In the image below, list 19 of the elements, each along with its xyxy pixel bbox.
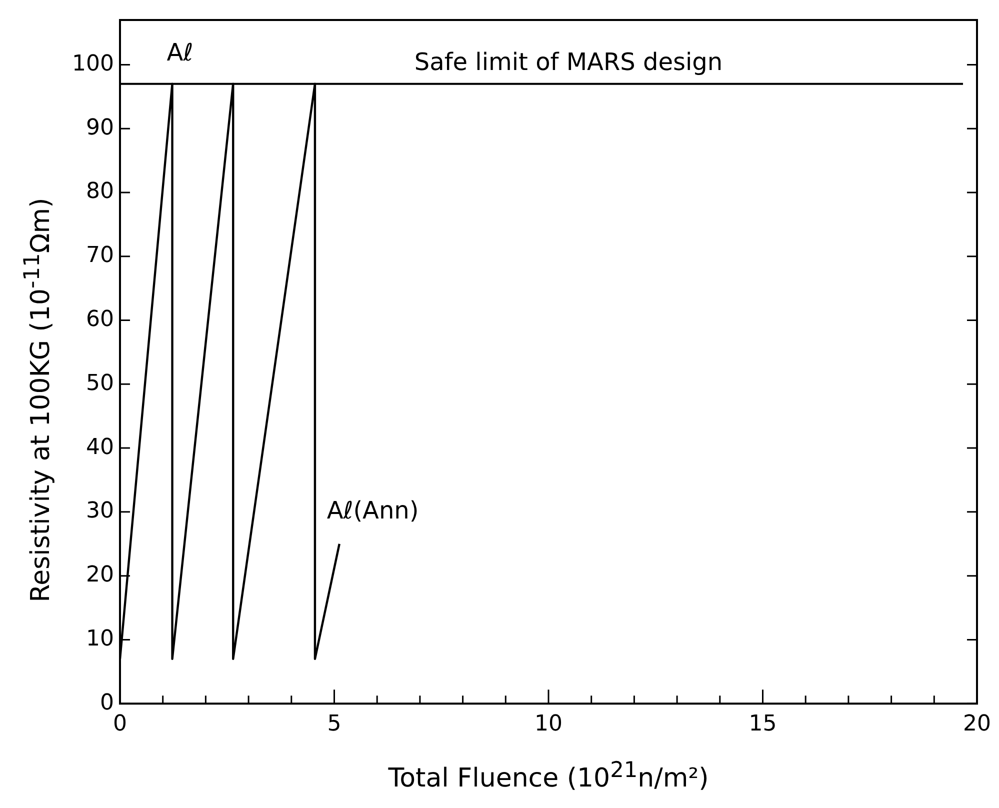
x-tick-label: 5: [327, 712, 342, 737]
y-tick-label: 0: [100, 690, 114, 716]
x-tick-label: 15: [748, 712, 777, 737]
y-tick-label: 40: [86, 434, 114, 460]
y-tick-label: 50: [86, 370, 114, 396]
y-tick-label: 20: [86, 562, 114, 588]
y-tick-label: 70: [86, 243, 114, 268]
y-tick-label: 80: [86, 179, 114, 204]
y-tick-label: 100: [72, 51, 114, 76]
annotation: Aℓ: [166, 38, 194, 66]
y-tick-label: 90: [86, 115, 114, 140]
x-tick-label: 10: [534, 712, 562, 737]
ref-line-label: Safe limit of MARS design: [414, 48, 723, 76]
annotation: Aℓ(Ann): [326, 496, 419, 524]
y-tick-label: 10: [86, 626, 114, 652]
x-tick-label: 20: [963, 712, 992, 737]
y-tick-label: 30: [86, 498, 114, 524]
x-axis-title: Total Fluence (10$^{21}$n/m²): [387, 758, 710, 794]
y-tick-label: 60: [86, 306, 114, 332]
